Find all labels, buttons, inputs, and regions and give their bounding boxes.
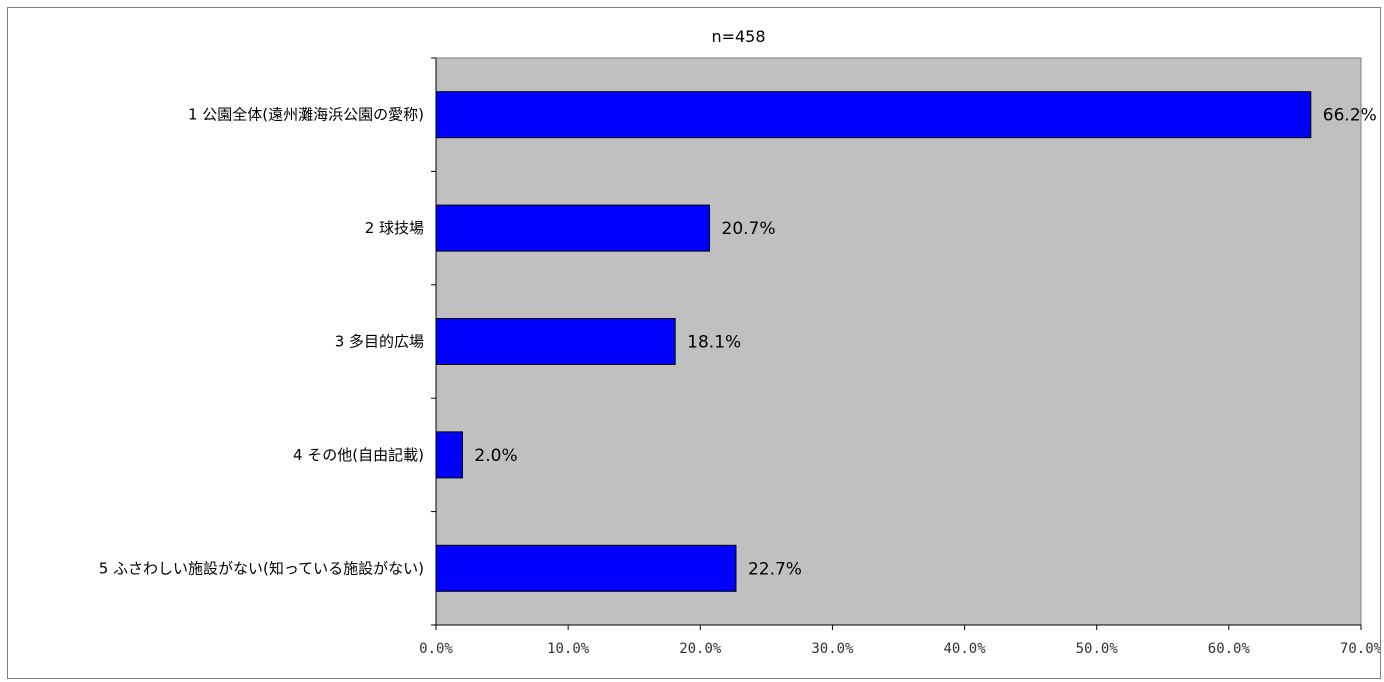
bar-2 <box>435 204 711 252</box>
x-tick-label-5: 50.0% <box>1076 641 1119 657</box>
bar-1 <box>435 91 1312 139</box>
bar-chart: n=458 66.2% 1 公園全体(遠州灘海浜公園の愛称) 20.7% 2 球技場 1… <box>99 27 1380 657</box>
data-label-5: 22.7% <box>748 559 802 579</box>
labels-layer: 66.2% 1 公園全体(遠州灘海浜公園の愛称) 20.7% 2 球技場 18.1% 3 … <box>99 106 1380 657</box>
x-tick-label-6: 60.0% <box>1208 641 1251 657</box>
category-label-4: 4 その他(自由記載) <box>293 446 424 464</box>
x-tick-label-2: 20.0% <box>679 641 722 657</box>
category-label-3: 3 多目的広場 <box>335 333 424 351</box>
x-tick-label-4: 40.0% <box>943 641 986 657</box>
data-label-2: 20.7% <box>722 219 776 239</box>
x-tick-label-3: 30.0% <box>811 641 854 657</box>
data-label-4: 2.0% <box>474 446 517 466</box>
data-label-3: 18.1% <box>687 333 741 353</box>
x-tick-label-7: 70.0% <box>1340 641 1380 657</box>
x-tick-label-1: 10.0% <box>547 641 590 657</box>
bar-5 <box>435 544 737 592</box>
axis-layer <box>431 57 1362 630</box>
data-label-1: 66.2% <box>1323 106 1377 126</box>
chart-subtitle: n=458 <box>711 27 765 46</box>
category-label-1: 1 公園全体(遠州灘海浜公園の愛称) <box>188 106 424 124</box>
bar-4 <box>435 431 463 479</box>
bars-layer <box>435 91 1312 592</box>
category-label-2: 2 球技場 <box>365 219 424 237</box>
x-tick-label-0: 0.0% <box>419 641 453 657</box>
bar-3 <box>435 318 676 365</box>
chart-frame: n=458 66.2% 1 公園全体(遠州灘海浜公園の愛称) 20.7% 2 球技場 1… <box>7 7 1381 679</box>
category-label-5: 5 ふさわしい施設がない(知っている施設がない) <box>99 559 424 577</box>
